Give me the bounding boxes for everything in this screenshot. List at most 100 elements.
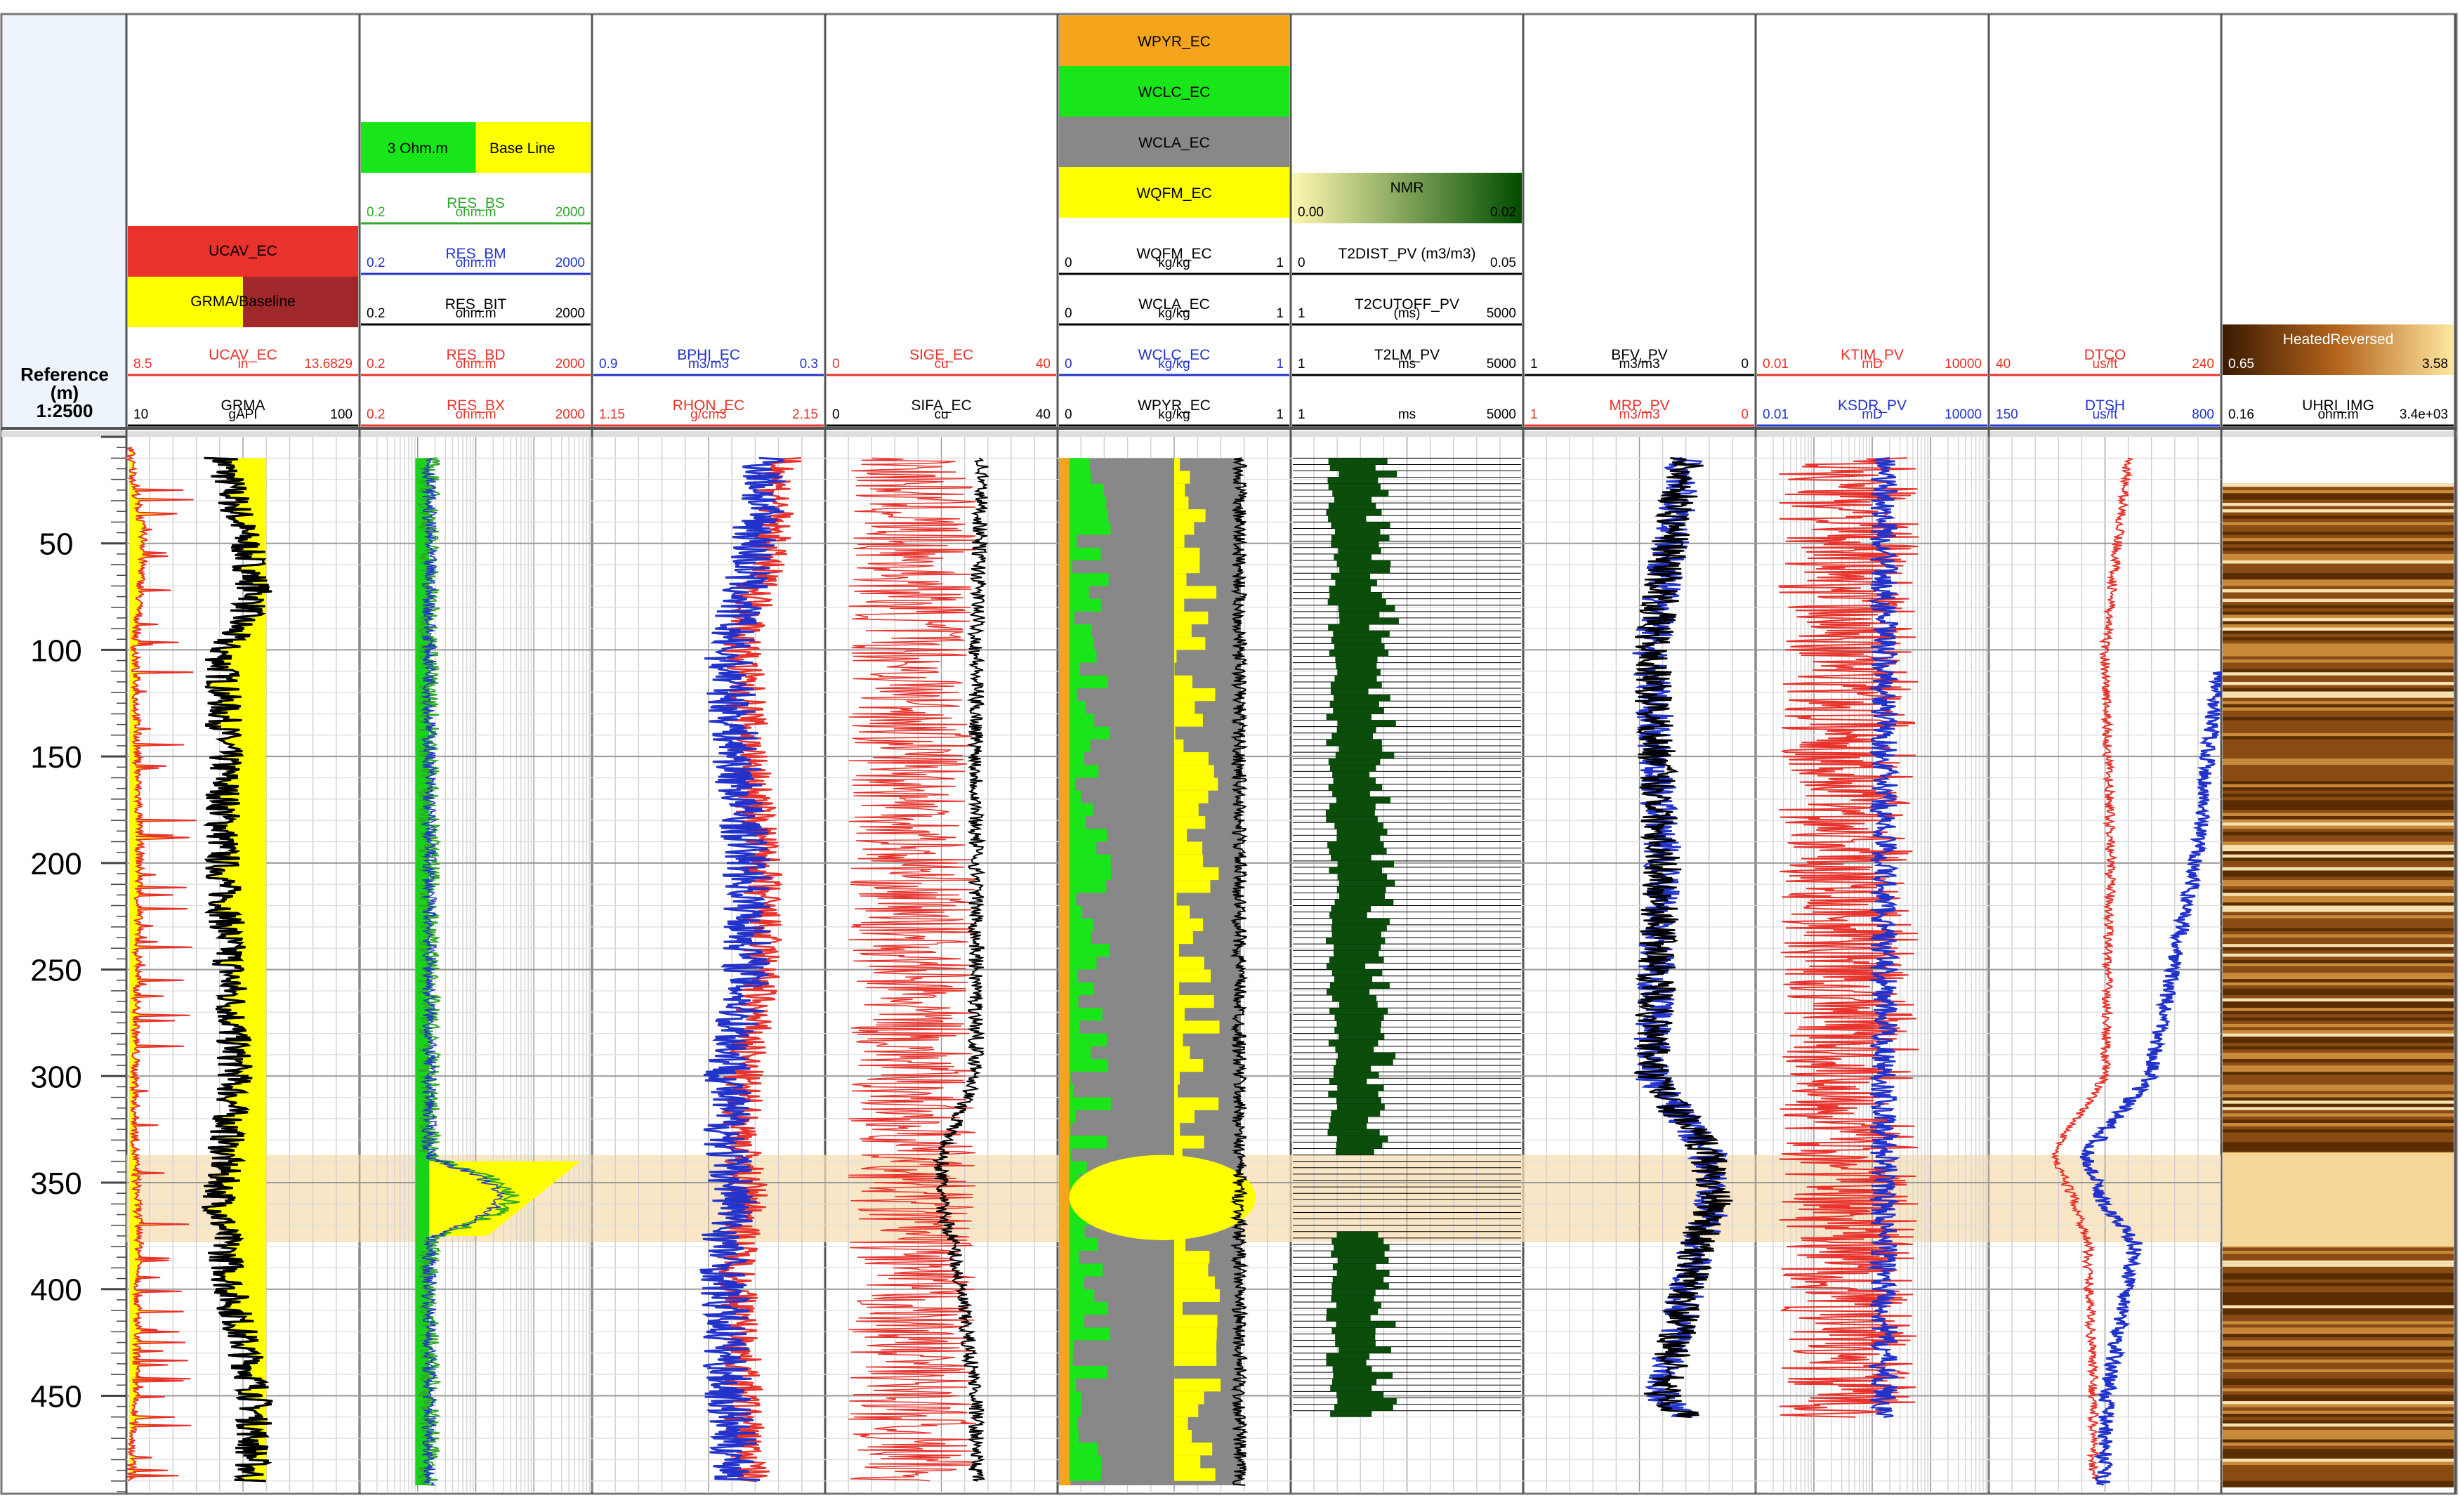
image-band — [2223, 554, 2454, 558]
scale-min: 0.2 — [367, 205, 385, 220]
wclc-fill — [1070, 701, 1086, 714]
image-band — [2223, 1324, 2454, 1328]
scale-max: 1 — [1276, 306, 1284, 321]
image-band — [2223, 784, 2454, 788]
scale-max: 10000 — [1945, 407, 1982, 422]
nmr-dist-fill — [1330, 765, 1376, 771]
depth-tick-label: 250 — [30, 954, 81, 988]
image-pay-band — [2223, 1153, 2454, 1247]
nmr-dist-fill — [1331, 1251, 1384, 1257]
image-band — [2223, 1478, 2454, 1481]
nmr-dist-fill — [1330, 1411, 1372, 1417]
nmr-dist-fill — [1332, 1379, 1376, 1385]
image-band — [2223, 657, 2454, 660]
image-band — [2223, 618, 2454, 622]
image-band — [2223, 762, 2454, 765]
image-band — [2223, 1462, 2454, 1466]
wclc-fill — [1070, 1072, 1071, 1084]
curve-name: T2DIST_PV (m3/m3) — [1338, 246, 1475, 262]
scale-min: 10 — [133, 407, 148, 422]
nmr-dist-fill — [1329, 784, 1383, 791]
image-band — [2223, 1398, 2454, 1401]
image-band — [2223, 1475, 2454, 1478]
depth-tick-label: 100 — [30, 633, 81, 668]
nmr-dist-fill — [1329, 956, 1384, 963]
nmr-dist-fill — [1339, 618, 1399, 624]
nmr-dist-fill — [1337, 1084, 1383, 1091]
wclc-fill — [1070, 1379, 1076, 1391]
wqfm-fill — [1174, 816, 1205, 829]
wclc-fill — [1070, 919, 1093, 931]
wqfm-fill — [1174, 1341, 1216, 1353]
image-band — [2223, 682, 2454, 685]
wqfm-fill — [1174, 1430, 1192, 1442]
curve-name: MRP_PV — [1609, 397, 1669, 414]
wclc-fill — [1070, 612, 1074, 624]
wclc-fill — [1070, 497, 1107, 509]
scale-max: 2.15 — [792, 407, 818, 422]
wclc-fill — [1070, 727, 1110, 739]
nmr-dist-fill — [1337, 1270, 1390, 1276]
image-band — [2223, 1037, 2454, 1040]
nmr-dist-fill — [1330, 1117, 1368, 1123]
scale-min: 0.01 — [1763, 407, 1789, 422]
image-band — [2223, 1388, 2454, 1392]
wclc-fill — [1070, 1238, 1098, 1251]
scale-max: 100 — [330, 407, 353, 422]
legend-label: WQFM_EC — [1136, 185, 1211, 202]
image-band — [2223, 1082, 2454, 1085]
image-band — [2223, 579, 2454, 583]
image-band — [2223, 1360, 2454, 1363]
image-band — [2223, 775, 2454, 778]
nmr-dist-fill — [1337, 886, 1386, 893]
image-band — [2223, 899, 2454, 902]
curve-name: KSDR_PV — [1838, 397, 1907, 414]
wqfm-fill — [1174, 676, 1192, 688]
wclc-fill — [1070, 1430, 1079, 1442]
scale-max: 0 — [1741, 407, 1749, 422]
image-band — [2223, 1046, 2454, 1050]
image-band — [2223, 490, 2454, 494]
scale-min: 0 — [1065, 306, 1072, 321]
image-band — [2223, 1277, 2454, 1280]
curve-name: RES_BIT — [445, 296, 507, 313]
image-band — [2223, 982, 2454, 986]
image-band — [2223, 874, 2454, 877]
nmr-dist-fill — [1330, 982, 1390, 989]
nmr-dist-fill — [1329, 867, 1382, 874]
image-band — [2223, 1027, 2454, 1031]
image-band — [2223, 1261, 2454, 1264]
wclc-fill — [1070, 471, 1091, 484]
curve-name: WPYR_EC — [1138, 397, 1211, 414]
image-band — [2223, 672, 2454, 676]
wclc-fill — [1070, 535, 1077, 548]
image-band — [2223, 1139, 2454, 1143]
wclc-fill — [1070, 1251, 1079, 1263]
wqfm-fill — [1174, 1379, 1221, 1391]
image-band — [2223, 1248, 2454, 1251]
image-band — [2223, 906, 2454, 909]
wclc-fill — [1070, 1277, 1084, 1289]
wclc-fill — [1070, 1084, 1074, 1097]
image-band — [2223, 791, 2454, 794]
image-band — [2223, 1104, 2454, 1107]
wqfm-fill — [1174, 1391, 1204, 1404]
image-band — [2223, 777, 2454, 781]
scale-unit: ms — [1398, 407, 1416, 422]
scale-max: 1 — [1276, 357, 1284, 372]
depth-tick-label: 300 — [30, 1060, 81, 1094]
image-band — [2223, 1372, 2454, 1376]
legend-min: 0.00 — [1298, 205, 1324, 220]
nmr-dist-fill — [1334, 822, 1383, 829]
image-band — [2223, 519, 2454, 522]
nmr-dist-fill — [1335, 657, 1377, 663]
wclc-fill — [1070, 982, 1094, 995]
image-band — [2223, 1315, 2454, 1318]
image-band — [2223, 781, 2454, 784]
image-band — [2223, 1484, 2454, 1487]
image-band — [2223, 835, 2454, 839]
wqfm-fill — [1174, 931, 1193, 944]
image-band — [2223, 497, 2454, 500]
image-band — [2223, 1014, 2454, 1018]
image-band — [2223, 883, 2454, 887]
